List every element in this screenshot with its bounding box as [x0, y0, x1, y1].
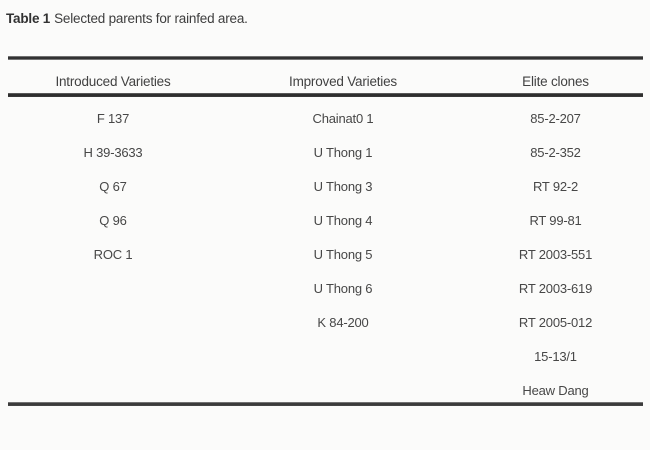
- table-cell: Heaw Dang: [522, 382, 589, 398]
- table-row: Q 96 U Thong 4 RT 99-81: [8, 203, 643, 237]
- column-header-elite-clones: Elite clones: [522, 73, 589, 89]
- table-bottom-rule: [8, 402, 643, 406]
- table-cell: RT 99-81: [529, 212, 582, 228]
- table-cell: U Thong 5: [313, 246, 373, 262]
- table-cell: Chainat0 1: [312, 110, 374, 126]
- table-cell: 15-13/1: [534, 348, 577, 364]
- table-cell: Q 67: [99, 178, 127, 194]
- table-row: Q 67 U Thong 3 RT 92-2: [8, 169, 643, 203]
- table-body: F 137 Chainat0 1 85-2-207 H 39-3633 U Th…: [8, 101, 643, 407]
- table-top-rule: [8, 56, 643, 60]
- column-header-introduced-varieties: Introduced Varieties: [55, 73, 171, 89]
- table-cell: RT 2003-551: [518, 246, 593, 262]
- table-row: K 84-200 RT 2005-012: [8, 305, 643, 339]
- table-caption-label: Table 1: [6, 11, 51, 26]
- table-cell: 85-2-352: [530, 144, 581, 160]
- table-header-rule: [8, 93, 643, 97]
- table-caption: Table 1 Selected parents for rainfed area…: [6, 11, 248, 26]
- table-row: 15-13/1: [8, 339, 643, 373]
- table-header-row: Introduced Varieties Improved Varieties …: [8, 69, 643, 93]
- table-cell: U Thong 6: [313, 280, 373, 296]
- column-header-improved-varieties: Improved Varieties: [289, 73, 397, 89]
- table-row: U Thong 6 RT 2003-619: [8, 271, 643, 305]
- table-row: Heaw Dang: [8, 373, 643, 407]
- table-row: H 39-3633 U Thong 1 85-2-352: [8, 135, 643, 169]
- table-row: F 137 Chainat0 1 85-2-207: [8, 101, 643, 135]
- table-cell: 85-2-207: [530, 110, 581, 126]
- table-cell: RT 92-2: [532, 178, 579, 194]
- table-row: ROC 1 U Thong 5 RT 2003-551: [8, 237, 643, 271]
- table-cell: H 39-3633: [83, 144, 143, 160]
- table-cell: RT 2003-619: [518, 280, 593, 296]
- table-cell: U Thong 4: [313, 212, 373, 228]
- table-cell: F 137: [96, 110, 130, 126]
- table-cell: RT 2005-012: [518, 314, 593, 330]
- table-caption-text: Selected parents for rainfed area.: [54, 11, 248, 26]
- table-cell: Q 96: [99, 212, 127, 228]
- table-cell: U Thong 1: [313, 144, 373, 160]
- table-cell: U Thong 3: [313, 178, 373, 194]
- table-cell: K 84-200: [317, 314, 369, 330]
- table-cell: ROC 1: [93, 246, 133, 262]
